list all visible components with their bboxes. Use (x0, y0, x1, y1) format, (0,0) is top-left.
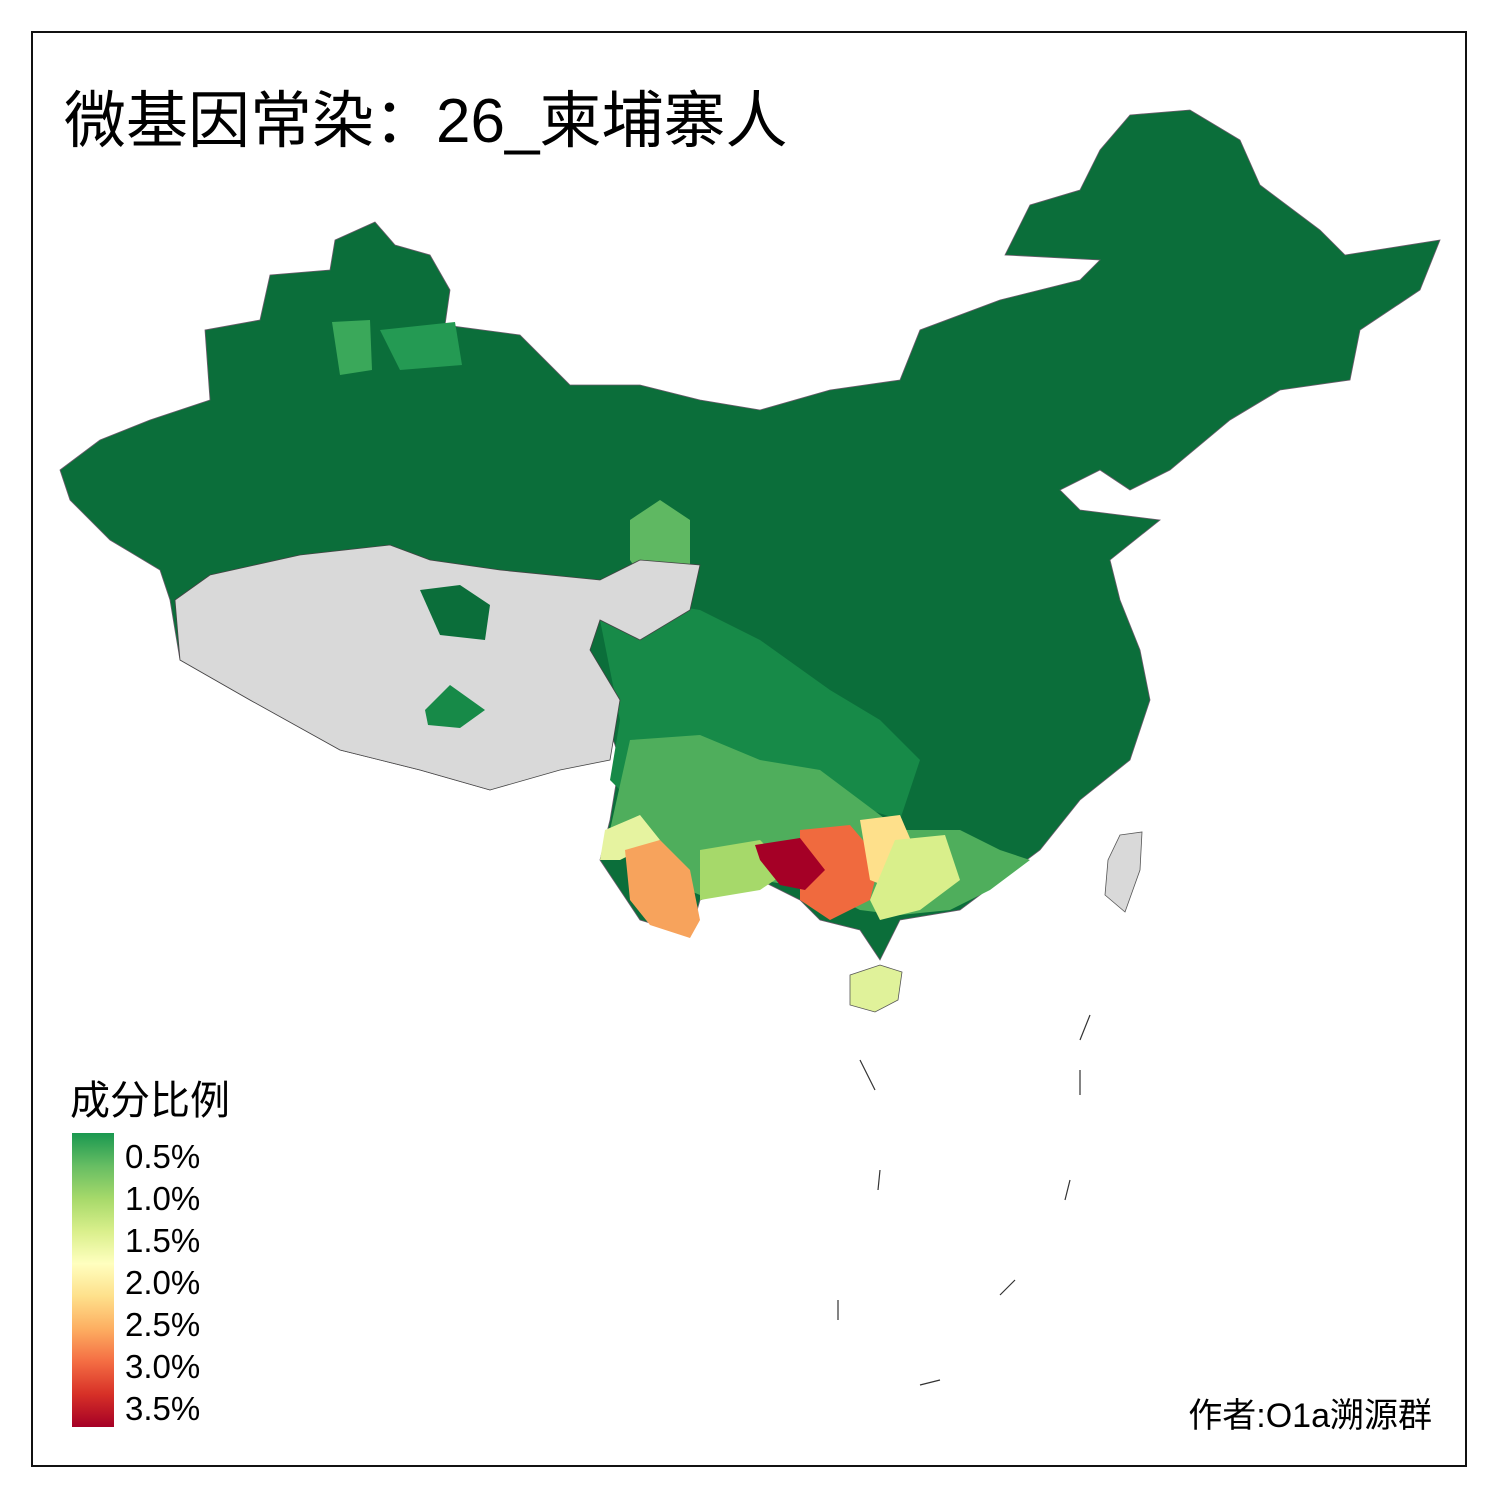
legend-colorbar (72, 1133, 114, 1427)
legend-tick: 0.5% (125, 1138, 201, 1175)
legend-tick: 1.0% (125, 1180, 201, 1217)
region-qinghai-green (420, 585, 490, 640)
figure-border (31, 31, 1467, 1467)
region-tibet-green (425, 685, 485, 728)
region-guangxi-orange (800, 825, 880, 920)
south-sea-islands (837, 1014, 1091, 1386)
title-prefix: 微基因常染： (64, 84, 437, 157)
title-population: 26_柬埔寨人 (436, 87, 788, 156)
region-taiwan (1104, 831, 1143, 913)
legend-tick: 2.0% (125, 1264, 201, 1301)
region-no-data (174, 544, 701, 791)
region-yunnan-pale (600, 815, 660, 860)
region-xinjiang-light2 (332, 320, 372, 375)
map-title: 微基因常染：26_柬埔寨人 (64, 70, 787, 160)
legend-tick: 1.5% (125, 1222, 201, 1259)
region-xinjiang-light (380, 322, 462, 370)
author-credit: 作者:O1a溯源群 (1188, 1397, 1432, 1435)
region-guangdong-yellowgreen (870, 835, 960, 920)
legend-tick: 3.0% (125, 1348, 201, 1385)
region-yunnan-orange (625, 840, 700, 938)
region-guangxi-darkred (755, 838, 825, 890)
legend-tick: 3.5% (125, 1390, 201, 1427)
legend-tick: 2.5% (125, 1306, 201, 1343)
region-hainan (849, 964, 903, 1013)
legend-title: 成分比例 (70, 1078, 230, 1124)
